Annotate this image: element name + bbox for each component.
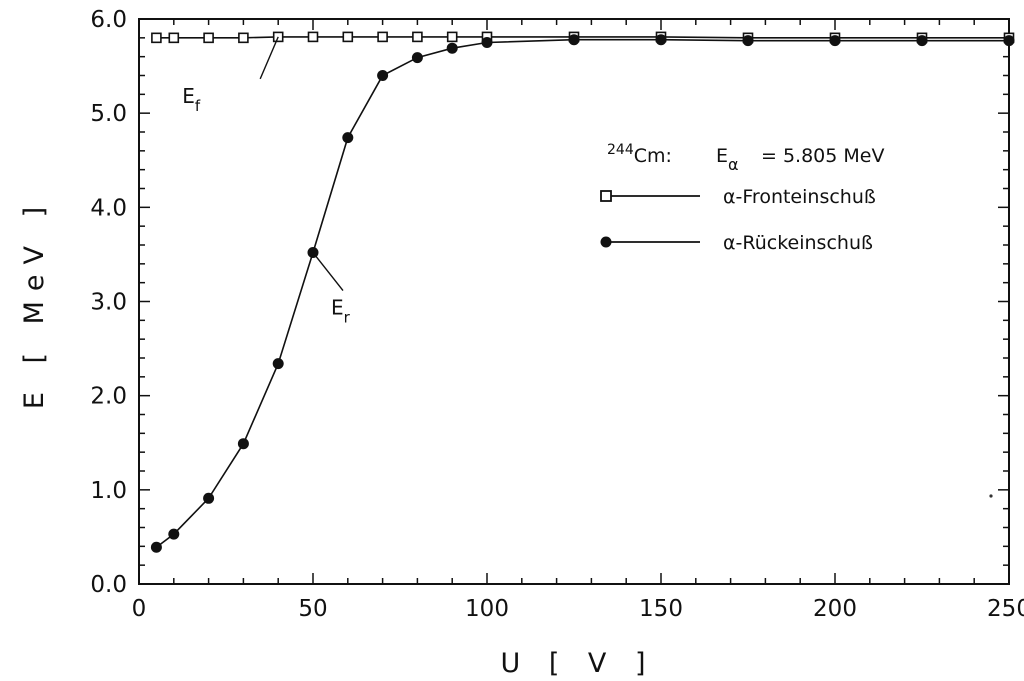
annotation-leader-line (312, 252, 344, 291)
data-point-rear (168, 528, 180, 540)
x-tick-label: 100 (465, 596, 509, 622)
data-point-rear (829, 35, 841, 47)
series-layer (150, 31, 1015, 553)
y-axis-label: E [ MeV ] (19, 197, 50, 409)
data-point-rear (568, 34, 580, 46)
legend-isotope-mass: 244 (607, 142, 634, 158)
legend-entry-rear: α-Rückeinschuß (600, 232, 873, 254)
data-point-rear (377, 70, 389, 81)
legend-label-rear: α-Rückeinschuß (723, 232, 873, 254)
data-point-rear (203, 492, 215, 504)
data-point-front (377, 31, 388, 43)
annotation-subscript: r (344, 309, 351, 327)
x-tick-label: 50 (298, 596, 327, 622)
y-tick-label: 2.0 (90, 384, 127, 410)
legend-marker-rear (600, 236, 612, 248)
legend: 244Cm: Eα = 5.805 MeV α-Fronteinschuß α-Rü… (600, 142, 884, 254)
data-point-front (151, 32, 162, 44)
data-point-front (342, 31, 354, 43)
y-tick-label: 4.0 (90, 195, 127, 221)
x-tick-label: 0 (132, 596, 147, 622)
data-point-rear (150, 541, 162, 553)
data-point-rear (481, 37, 493, 49)
y-tick-label: 5.0 (90, 101, 127, 127)
x-tick-label: 250 (987, 596, 1024, 622)
data-point-rear (272, 358, 284, 370)
data-point-front (203, 32, 214, 44)
legend-entry-front: α-Fronteinschuß (600, 186, 876, 208)
plot-frame (138, 18, 1010, 585)
data-point-rear (916, 35, 928, 47)
legend-header: 244Cm: Eα = 5.805 MeV (607, 142, 884, 174)
y-tick-label: 0.0 (90, 572, 127, 598)
annotation-label: Er (331, 296, 351, 327)
series-line-1 (155, 38, 1009, 548)
legend-energy-symbol: E (716, 145, 728, 167)
y-tick-label: 1.0 (90, 478, 127, 504)
annotation-leader-line (259, 36, 279, 80)
legend-energy-subscript: α (728, 155, 739, 174)
annotation-symbol: E (331, 296, 344, 320)
annotation-subscript: f (195, 97, 201, 115)
legend-isotope-symbol: Cm: (634, 145, 672, 167)
data-point-front (168, 32, 180, 44)
data-point-rear (411, 52, 423, 64)
data-point-rear (342, 132, 354, 144)
legend-energy-value: = 5.805 MeV (761, 145, 884, 167)
legend-label-front: α-Fronteinschuß (723, 186, 876, 208)
data-point-rear (237, 438, 249, 450)
data-point-front (238, 32, 249, 44)
series-line-0 (156, 36, 1009, 39)
y-tick-label: 3.0 (90, 290, 127, 316)
data-point-rear (446, 42, 458, 54)
data-point-rear (655, 34, 667, 46)
stray-dot (989, 494, 993, 498)
x-tick-label: 150 (639, 596, 683, 622)
axes-layer: 0 50 100 150 200 250 0.0 1.0 2.0 3.0 4.0 5.0 6.0 (90, 7, 1024, 622)
x-tick-label: 200 (813, 596, 857, 622)
y-tick-label: 6.0 (90, 7, 127, 33)
legend-marker-front (600, 190, 612, 202)
annotation-symbol: E (182, 84, 195, 108)
data-point-front (446, 31, 458, 43)
data-point-rear (742, 35, 754, 47)
annotation-label: Ef (182, 84, 201, 115)
data-point-rear (1003, 35, 1015, 47)
data-point-front (412, 31, 423, 43)
data-point-front (307, 31, 319, 43)
x-axis-label: U [ V ] (500, 648, 655, 679)
